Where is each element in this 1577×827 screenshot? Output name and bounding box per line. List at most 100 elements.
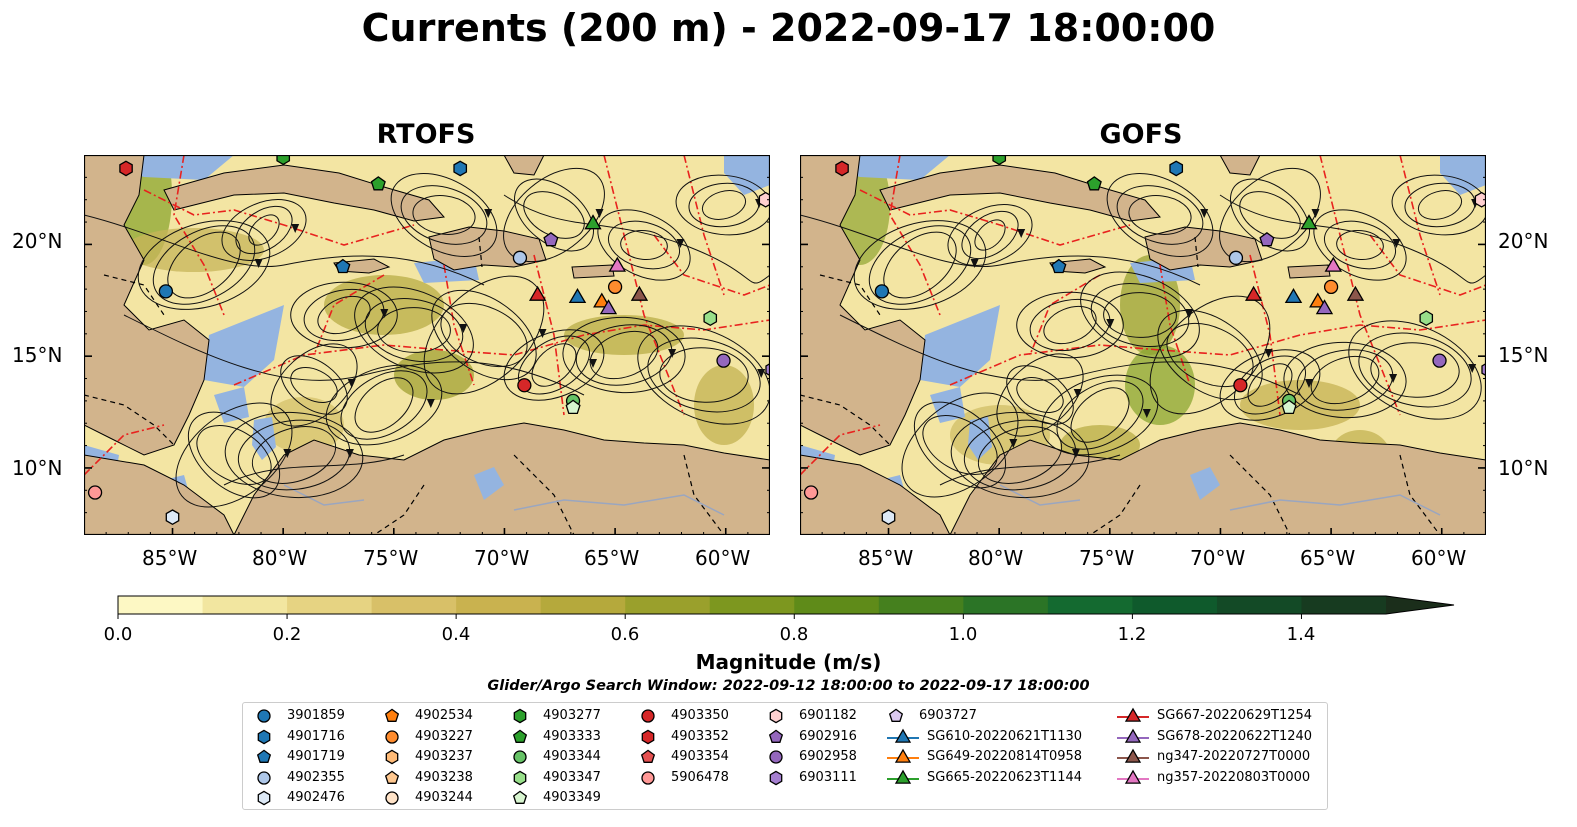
map-panel-gofs[interactable] xyxy=(800,155,1486,535)
argo-float-4902476[interactable] xyxy=(165,509,180,526)
legend-glider-marker[interactable] xyxy=(1124,769,1142,784)
argo-float-4903227[interactable] xyxy=(607,279,623,295)
argo-float-6902916[interactable] xyxy=(1259,231,1275,247)
streamline xyxy=(431,289,537,381)
glider-SG649-20220814T0958[interactable] xyxy=(1309,292,1327,308)
legend-float-marker[interactable] xyxy=(512,729,528,743)
argo-float-4903333[interactable] xyxy=(1086,176,1102,191)
glider-SG665-20220623T1144[interactable] xyxy=(584,214,602,230)
legend-float-marker[interactable] xyxy=(641,709,655,723)
argo-float-4902355[interactable] xyxy=(512,250,528,265)
legend-float-marker[interactable] xyxy=(640,749,656,763)
legend-float-marker[interactable] xyxy=(641,729,655,744)
legend-float-marker[interactable] xyxy=(769,708,783,724)
streamline xyxy=(423,275,545,395)
glider-SG665-20220623T1144[interactable] xyxy=(1300,214,1318,230)
legend-glider-marker[interactable] xyxy=(1124,748,1142,763)
argo-float-6901182[interactable] xyxy=(1474,191,1486,208)
argo-float-6902958[interactable] xyxy=(1432,353,1447,368)
legend-glider-marker[interactable] xyxy=(1124,728,1142,743)
streamline-arrow xyxy=(1017,229,1026,238)
argo-float-4901716[interactable] xyxy=(453,160,468,177)
argo-float-3901859[interactable] xyxy=(874,284,890,299)
glider-SG610-20220621T1130[interactable] xyxy=(568,288,587,304)
colorbar-segment xyxy=(287,596,373,614)
argo-float-4903352[interactable] xyxy=(119,160,133,177)
argo-float-4901716[interactable] xyxy=(1169,160,1184,177)
argo-float-6902916[interactable] xyxy=(543,231,559,247)
legend-float-marker[interactable] xyxy=(256,749,272,763)
argo-float-6902958[interactable] xyxy=(716,353,731,368)
glider-SG678-20220622T1240[interactable] xyxy=(1315,299,1334,315)
legend-float-marker[interactable] xyxy=(257,790,271,806)
colorbar-segment xyxy=(1216,596,1302,614)
legend-float-marker[interactable] xyxy=(768,729,784,743)
legend-float-marker[interactable] xyxy=(385,791,399,805)
legend-float-marker[interactable] xyxy=(384,708,400,722)
argo-float-4903350[interactable] xyxy=(1233,378,1248,393)
streamline xyxy=(248,214,280,246)
streamline-arrow xyxy=(1200,209,1209,218)
legend-float-marker[interactable] xyxy=(513,750,527,764)
argo-float-4903227[interactable] xyxy=(1323,279,1339,295)
glider-SG667-20220629T1254[interactable] xyxy=(1244,285,1263,301)
legend-float-marker[interactable] xyxy=(769,770,783,785)
argo-float-3901859[interactable] xyxy=(158,284,174,299)
glider-ng357-20220803T0000[interactable] xyxy=(1324,256,1343,272)
argo-float-4903277[interactable] xyxy=(276,155,291,166)
glider-ng347-20220727T0000[interactable] xyxy=(1346,285,1365,301)
argo-float-4903349[interactable] xyxy=(565,399,581,415)
glider-SG678-20220622T1240[interactable] xyxy=(599,299,618,315)
legend-float-marker[interactable] xyxy=(769,750,783,764)
legend-marker-icon xyxy=(887,769,919,784)
argo-float-4903347[interactable] xyxy=(1419,310,1434,327)
glider-SG649-20220814T0958[interactable] xyxy=(593,292,611,308)
colorbar-label: Magnitude (m/s) xyxy=(695,650,882,674)
streamline-arrow xyxy=(1073,389,1082,398)
glider-ng357-20220803T0000[interactable] xyxy=(608,256,627,272)
legend-glider-marker[interactable] xyxy=(894,728,912,743)
argo-float-4903350[interactable] xyxy=(517,378,532,393)
legend-float-marker[interactable] xyxy=(513,770,527,785)
streamline xyxy=(1070,387,1130,443)
legend-label: 6902916 xyxy=(799,728,857,744)
legend-float-marker[interactable] xyxy=(385,749,399,765)
argo-float-6901182[interactable] xyxy=(758,191,770,208)
argo-float-4903349[interactable] xyxy=(1281,399,1297,415)
argo-float-4902355[interactable] xyxy=(1228,250,1244,265)
legend-marker-icon xyxy=(257,790,271,806)
eez-boundary xyxy=(889,155,941,316)
streamline xyxy=(1016,291,1124,359)
argo-float-4901719[interactable] xyxy=(1051,258,1067,274)
glider-SG667-20220629T1254[interactable] xyxy=(528,285,547,301)
search-window-text: Glider/Argo Search Window: 2022-09-12 18… xyxy=(487,678,1090,694)
glider-ng347-20220727T0000[interactable] xyxy=(630,285,649,301)
legend-float-marker[interactable] xyxy=(257,709,271,723)
streamline xyxy=(1313,209,1407,281)
legend-float-marker[interactable] xyxy=(888,708,904,722)
argo-float-4903347[interactable] xyxy=(703,310,718,327)
argo-float-4901719[interactable] xyxy=(335,258,351,274)
argo-float-5906478[interactable] xyxy=(803,485,819,500)
argo-float-4903333[interactable] xyxy=(370,176,386,191)
map-panel-rtofs[interactable] xyxy=(84,155,770,535)
argo-float-4902476[interactable] xyxy=(881,509,896,526)
lon-tick-gofs-70: 70°W xyxy=(1190,546,1246,570)
argo-float-5906478[interactable] xyxy=(87,485,103,500)
colorbar-segment xyxy=(540,596,626,614)
legend-float-marker[interactable] xyxy=(257,729,271,744)
glider-SG610-20220621T1130[interactable] xyxy=(1284,288,1303,304)
legend-label: SG678-20220622T1240 xyxy=(1157,728,1313,744)
streamline xyxy=(523,191,585,239)
legend-float-marker[interactable] xyxy=(384,770,400,784)
legend-float-marker[interactable] xyxy=(257,770,271,785)
legend-float-marker[interactable] xyxy=(513,708,527,724)
legend-float-marker[interactable] xyxy=(641,770,655,785)
legend-glider-marker[interactable] xyxy=(894,769,912,784)
legend-glider-marker[interactable] xyxy=(894,748,912,763)
legend-float-marker[interactable] xyxy=(385,729,399,744)
legend-glider-marker[interactable] xyxy=(1124,707,1142,722)
argo-float-4903352[interactable] xyxy=(835,160,849,177)
legend-float-marker[interactable] xyxy=(512,790,528,804)
argo-float-4903277[interactable] xyxy=(992,155,1007,166)
